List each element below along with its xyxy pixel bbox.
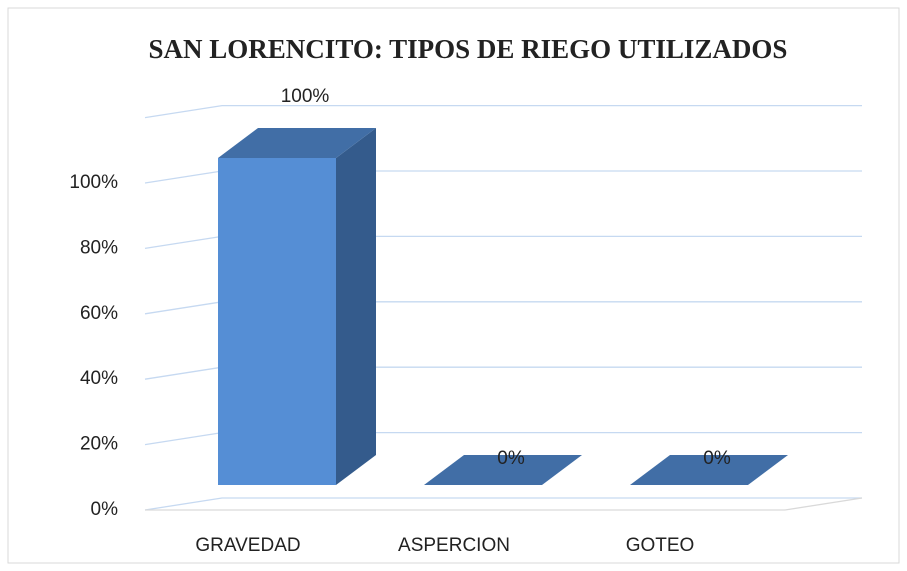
bar-top [218, 128, 376, 158]
bar-side [336, 128, 376, 485]
y-tick-label: 60% [80, 303, 118, 324]
x-tick-label: GOTEO [626, 535, 695, 556]
chart-title: SAN LORENCITO: TIPOS DE RIEGO UTILIZADOS [149, 34, 788, 64]
value-label: 0% [497, 448, 525, 469]
floor-edge [784, 497, 863, 511]
y-tick-label: 40% [80, 368, 118, 389]
grid-line [144, 104, 862, 119]
y-tick-label: 100% [69, 172, 118, 193]
bar [218, 158, 336, 485]
x-tick-label: GRAVEDAD [195, 535, 300, 556]
bar-top [630, 455, 788, 485]
y-tick-label: 0% [91, 499, 119, 520]
value-label: 0% [703, 448, 731, 469]
bar-top [424, 455, 582, 485]
y-tick-label: 80% [80, 237, 118, 258]
value-label: 100% [281, 86, 330, 107]
grid-line [144, 497, 862, 511]
x-tick-label: ASPERCION [398, 535, 510, 556]
y-tick-label: 20% [80, 434, 118, 455]
